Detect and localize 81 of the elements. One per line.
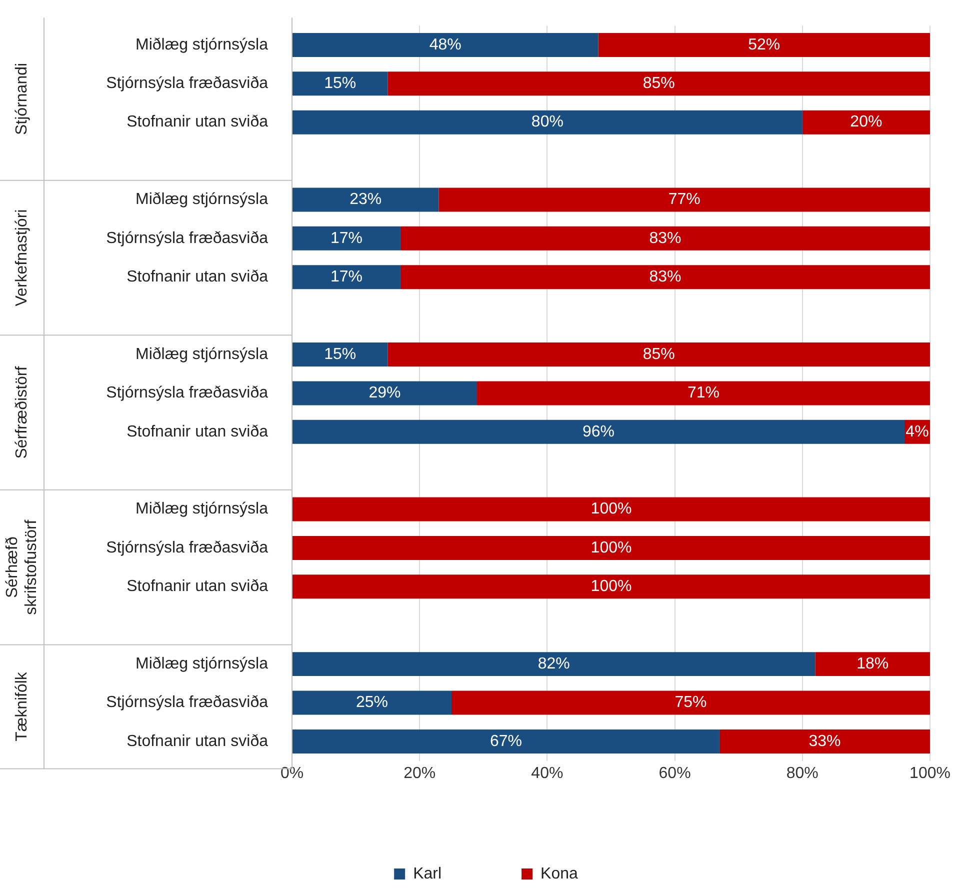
data-label: 83% xyxy=(649,268,682,286)
data-label: 23% xyxy=(350,191,382,208)
bar xyxy=(292,265,400,290)
data-label: 96% xyxy=(582,423,615,440)
bar xyxy=(292,536,930,560)
text: Sérfræðistörf xyxy=(13,366,30,459)
data-label: 100% xyxy=(590,539,632,556)
bar xyxy=(388,342,930,366)
bar xyxy=(292,110,802,134)
bar xyxy=(292,72,388,96)
data-label: 52% xyxy=(748,36,780,54)
bar xyxy=(292,574,930,599)
y-tick-label: Miðlæg stjórnsýsla xyxy=(136,191,268,208)
data-label: 100% xyxy=(590,578,632,596)
text: Sérhæfð skrifstofustörf xyxy=(4,519,40,615)
bar xyxy=(400,226,930,250)
data-label: 33% xyxy=(808,732,841,750)
bar xyxy=(292,342,388,366)
y-tick-label: Miðlæg stjórnsýsla xyxy=(136,655,268,672)
bar xyxy=(292,188,439,212)
y-tick-label: Stofnanir utan sviða xyxy=(126,732,268,750)
bar xyxy=(400,265,930,290)
y-tick-label: Stofnanir utan sviða xyxy=(126,578,268,596)
data-label: 25% xyxy=(356,694,388,712)
data-label: 17% xyxy=(330,230,362,247)
bar xyxy=(292,420,904,444)
x-tick-label: 40% xyxy=(531,764,564,782)
data-label: 77% xyxy=(668,191,700,208)
x-tick-label: 20% xyxy=(404,764,436,782)
data-label: 29% xyxy=(368,384,401,402)
bar xyxy=(292,381,478,406)
data-label: 4% xyxy=(906,423,929,440)
x-tick-label: 0% xyxy=(280,764,304,782)
y-tick-label: Miðlæg stjórnsýsla xyxy=(136,346,268,363)
y-tick-label: Miðlæg stjórnsýsla xyxy=(136,500,268,518)
y-tick-label: Stofnanir utan sviða xyxy=(126,268,268,286)
bar xyxy=(388,72,930,96)
data-label: 67% xyxy=(490,732,522,750)
data-label: 83% xyxy=(649,230,682,247)
text: Tæknifólk xyxy=(13,671,30,742)
y-tick-label: Stjórnsýsla fræðasviða xyxy=(106,694,268,712)
text: Stjórnandi xyxy=(13,62,30,136)
data-label: 82% xyxy=(538,655,570,672)
x-tick-label: 80% xyxy=(786,764,818,782)
data-label: 15% xyxy=(324,346,356,363)
bar xyxy=(292,652,816,676)
bar xyxy=(477,381,930,406)
legend-label: Kona xyxy=(540,865,578,882)
data-label: 48% xyxy=(429,36,462,54)
bar xyxy=(452,690,930,715)
y-tick-label: Stjórnsýsla fræðasviða xyxy=(106,539,268,556)
data-label: 100% xyxy=(590,500,632,518)
bar xyxy=(802,110,930,134)
bar xyxy=(292,226,400,250)
y-tick-label: Stofnanir utan sviða xyxy=(126,423,268,440)
data-label: 85% xyxy=(642,75,675,92)
legend-label: Karl xyxy=(413,865,442,882)
data-label: 71% xyxy=(687,384,720,402)
text: Verkefnastjóri xyxy=(13,209,30,306)
bar xyxy=(292,32,598,57)
y-tick-label: Stjórnsýsla fræðasviða xyxy=(106,75,268,92)
y-tick-label: Miðlæg stjórnsýsla xyxy=(136,36,268,54)
data-label: 80% xyxy=(531,114,564,131)
bar xyxy=(292,497,930,522)
x-tick-label: 60% xyxy=(658,764,691,782)
bar xyxy=(598,32,930,57)
y-tick-label: Stjórnsýsla fræðasviða xyxy=(106,230,268,247)
bar xyxy=(815,652,930,676)
data-label: 20% xyxy=(850,114,882,131)
data-label: 18% xyxy=(856,655,889,672)
bar xyxy=(292,690,452,715)
bar xyxy=(719,729,930,754)
y-tick-label: Stjórnsýsla fræðasviða xyxy=(106,384,268,402)
x-tick-label: 100% xyxy=(910,764,950,782)
y-tick-label: Stofnanir utan sviða xyxy=(126,114,268,131)
bar xyxy=(438,188,930,212)
data-label: 17% xyxy=(330,268,362,286)
data-label: 15% xyxy=(324,75,356,92)
bar xyxy=(292,729,720,754)
data-label: 85% xyxy=(642,346,675,363)
data-label: 75% xyxy=(674,694,707,712)
